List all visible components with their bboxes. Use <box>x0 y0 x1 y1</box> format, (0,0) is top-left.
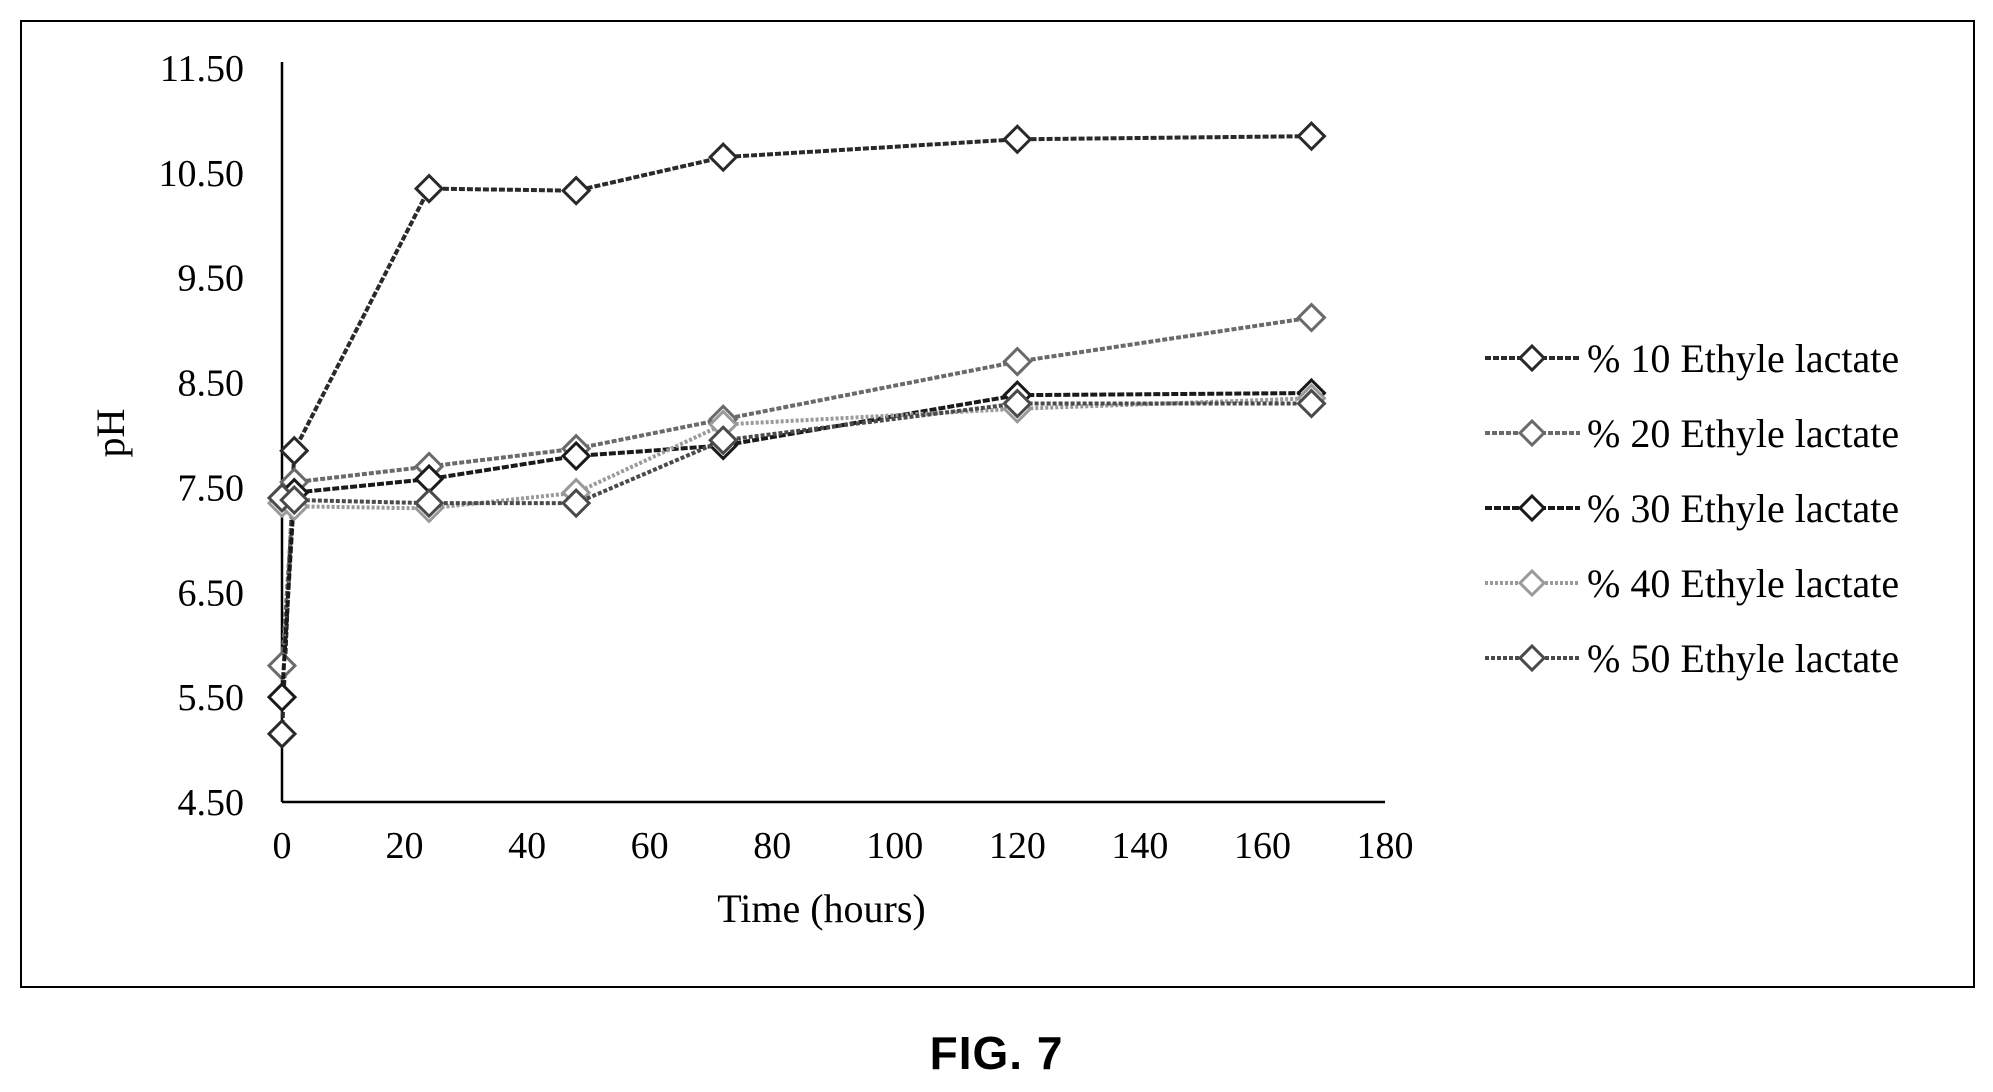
data-point <box>561 488 592 519</box>
legend-label: % 10 Ethyle lactate <box>1587 336 1899 381</box>
axes: 4.50 5.50 6.50 7.50 8.50 9.50 10.50 11.50 0 20 40 6… <box>159 48 1414 867</box>
data-point <box>708 425 739 456</box>
series-5 <box>266 388 1327 519</box>
legend-item: % 40 Ethyle lactate <box>1485 561 1899 606</box>
x-tick-label: 20 <box>386 825 424 867</box>
legend-label: % 20 Ethyle lactate <box>1587 411 1899 456</box>
legend-item: % 30 Ethyle lactate <box>1485 486 1899 531</box>
legend-marker <box>1517 493 1547 523</box>
series-line <box>280 134 1312 734</box>
chart-frame <box>20 20 1975 988</box>
figure-caption: FIG. 7 <box>929 1027 1064 1079</box>
line-chart: 4.50 5.50 6.50 7.50 8.50 9.50 10.50 11.50 0 20 40 6… <box>88 48 1899 931</box>
x-tick-label: 0 <box>273 825 292 867</box>
data-point <box>1002 346 1033 377</box>
data-point <box>279 435 310 466</box>
data-point <box>1002 388 1033 419</box>
legend-label: % 30 Ethyle lactate <box>1587 486 1899 531</box>
data-point <box>1296 302 1327 333</box>
y-tick-label: 7.50 <box>178 467 245 509</box>
x-tick-label: 60 <box>631 825 669 867</box>
series-layer <box>266 121 1327 749</box>
legend-marker <box>1517 343 1547 373</box>
legend-item: % 10 Ethyle lactate <box>1485 336 1899 381</box>
x-tick-label: 100 <box>866 825 923 867</box>
data-point <box>1002 124 1033 155</box>
data-point <box>413 488 445 519</box>
legend: % 10 Ethyle lactate % 20 Ethyle lactate % … <box>1485 336 1899 681</box>
data-point <box>1296 388 1327 419</box>
x-tick-label: 120 <box>989 825 1046 867</box>
x-tick-label: 160 <box>1234 825 1291 867</box>
data-point <box>561 440 592 472</box>
data-point <box>279 484 310 516</box>
series-line <box>280 315 1312 666</box>
y-axis-title: pH <box>88 409 133 458</box>
y-tick-label: 10.50 <box>159 153 245 195</box>
y-tick-label: 6.50 <box>178 572 245 614</box>
legend-label: % 40 Ethyle lactate <box>1587 561 1899 606</box>
legend-item: % 20 Ethyle lactate <box>1485 411 1899 456</box>
x-tick-label: 80 <box>753 825 791 867</box>
legend-item: % 50 Ethyle lactate <box>1485 636 1899 681</box>
data-point <box>1296 121 1327 152</box>
data-point <box>413 173 445 204</box>
y-tick-label: 5.50 <box>178 677 245 719</box>
series-line <box>280 391 1312 698</box>
data-point <box>708 142 739 173</box>
data-point <box>266 682 298 713</box>
y-tick-label: 11.50 <box>160 48 244 90</box>
y-tick-label: 9.50 <box>178 258 245 300</box>
series-1 <box>266 121 1327 749</box>
x-tick-label: 140 <box>1111 825 1168 867</box>
x-tick-label: 180 <box>1357 825 1414 867</box>
data-point <box>561 175 592 206</box>
data-point <box>266 718 298 749</box>
x-axis-title: Time (hours) <box>717 886 926 931</box>
series-line <box>281 396 1312 511</box>
x-tick-label: 40 <box>508 825 546 867</box>
legend-marker <box>1517 568 1547 598</box>
legend-marker <box>1517 418 1547 448</box>
legend-marker <box>1517 643 1547 673</box>
legend-label: % 50 Ethyle lactate <box>1587 636 1899 681</box>
y-tick-label: 4.50 <box>178 782 245 824</box>
y-tick-label: 8.50 <box>178 363 245 405</box>
series-line <box>281 401 1312 506</box>
